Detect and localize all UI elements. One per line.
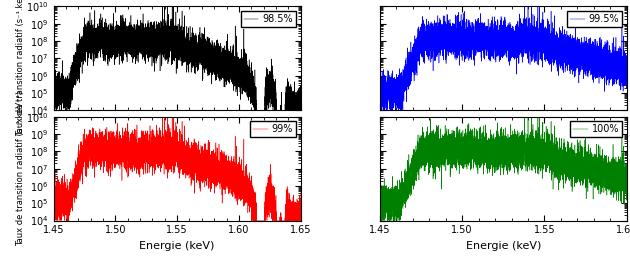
Y-axis label: Taux de transition radiatif (s⁻¹.keV⁻¹): Taux de transition radiatif (s⁻¹.keV⁻¹)	[16, 91, 25, 246]
Legend: 99.5%: 99.5%	[567, 11, 622, 27]
Y-axis label: Taux de transition radiatif (s⁻¹.keV⁻¹): Taux de transition radiatif (s⁻¹.keV⁻¹)	[16, 0, 25, 136]
X-axis label: Energie (keV): Energie (keV)	[139, 241, 215, 251]
Legend: 98.5%: 98.5%	[241, 11, 296, 27]
X-axis label: Energie (keV): Energie (keV)	[466, 241, 541, 251]
Legend: 99%: 99%	[250, 122, 296, 137]
Legend: 100%: 100%	[570, 122, 622, 137]
